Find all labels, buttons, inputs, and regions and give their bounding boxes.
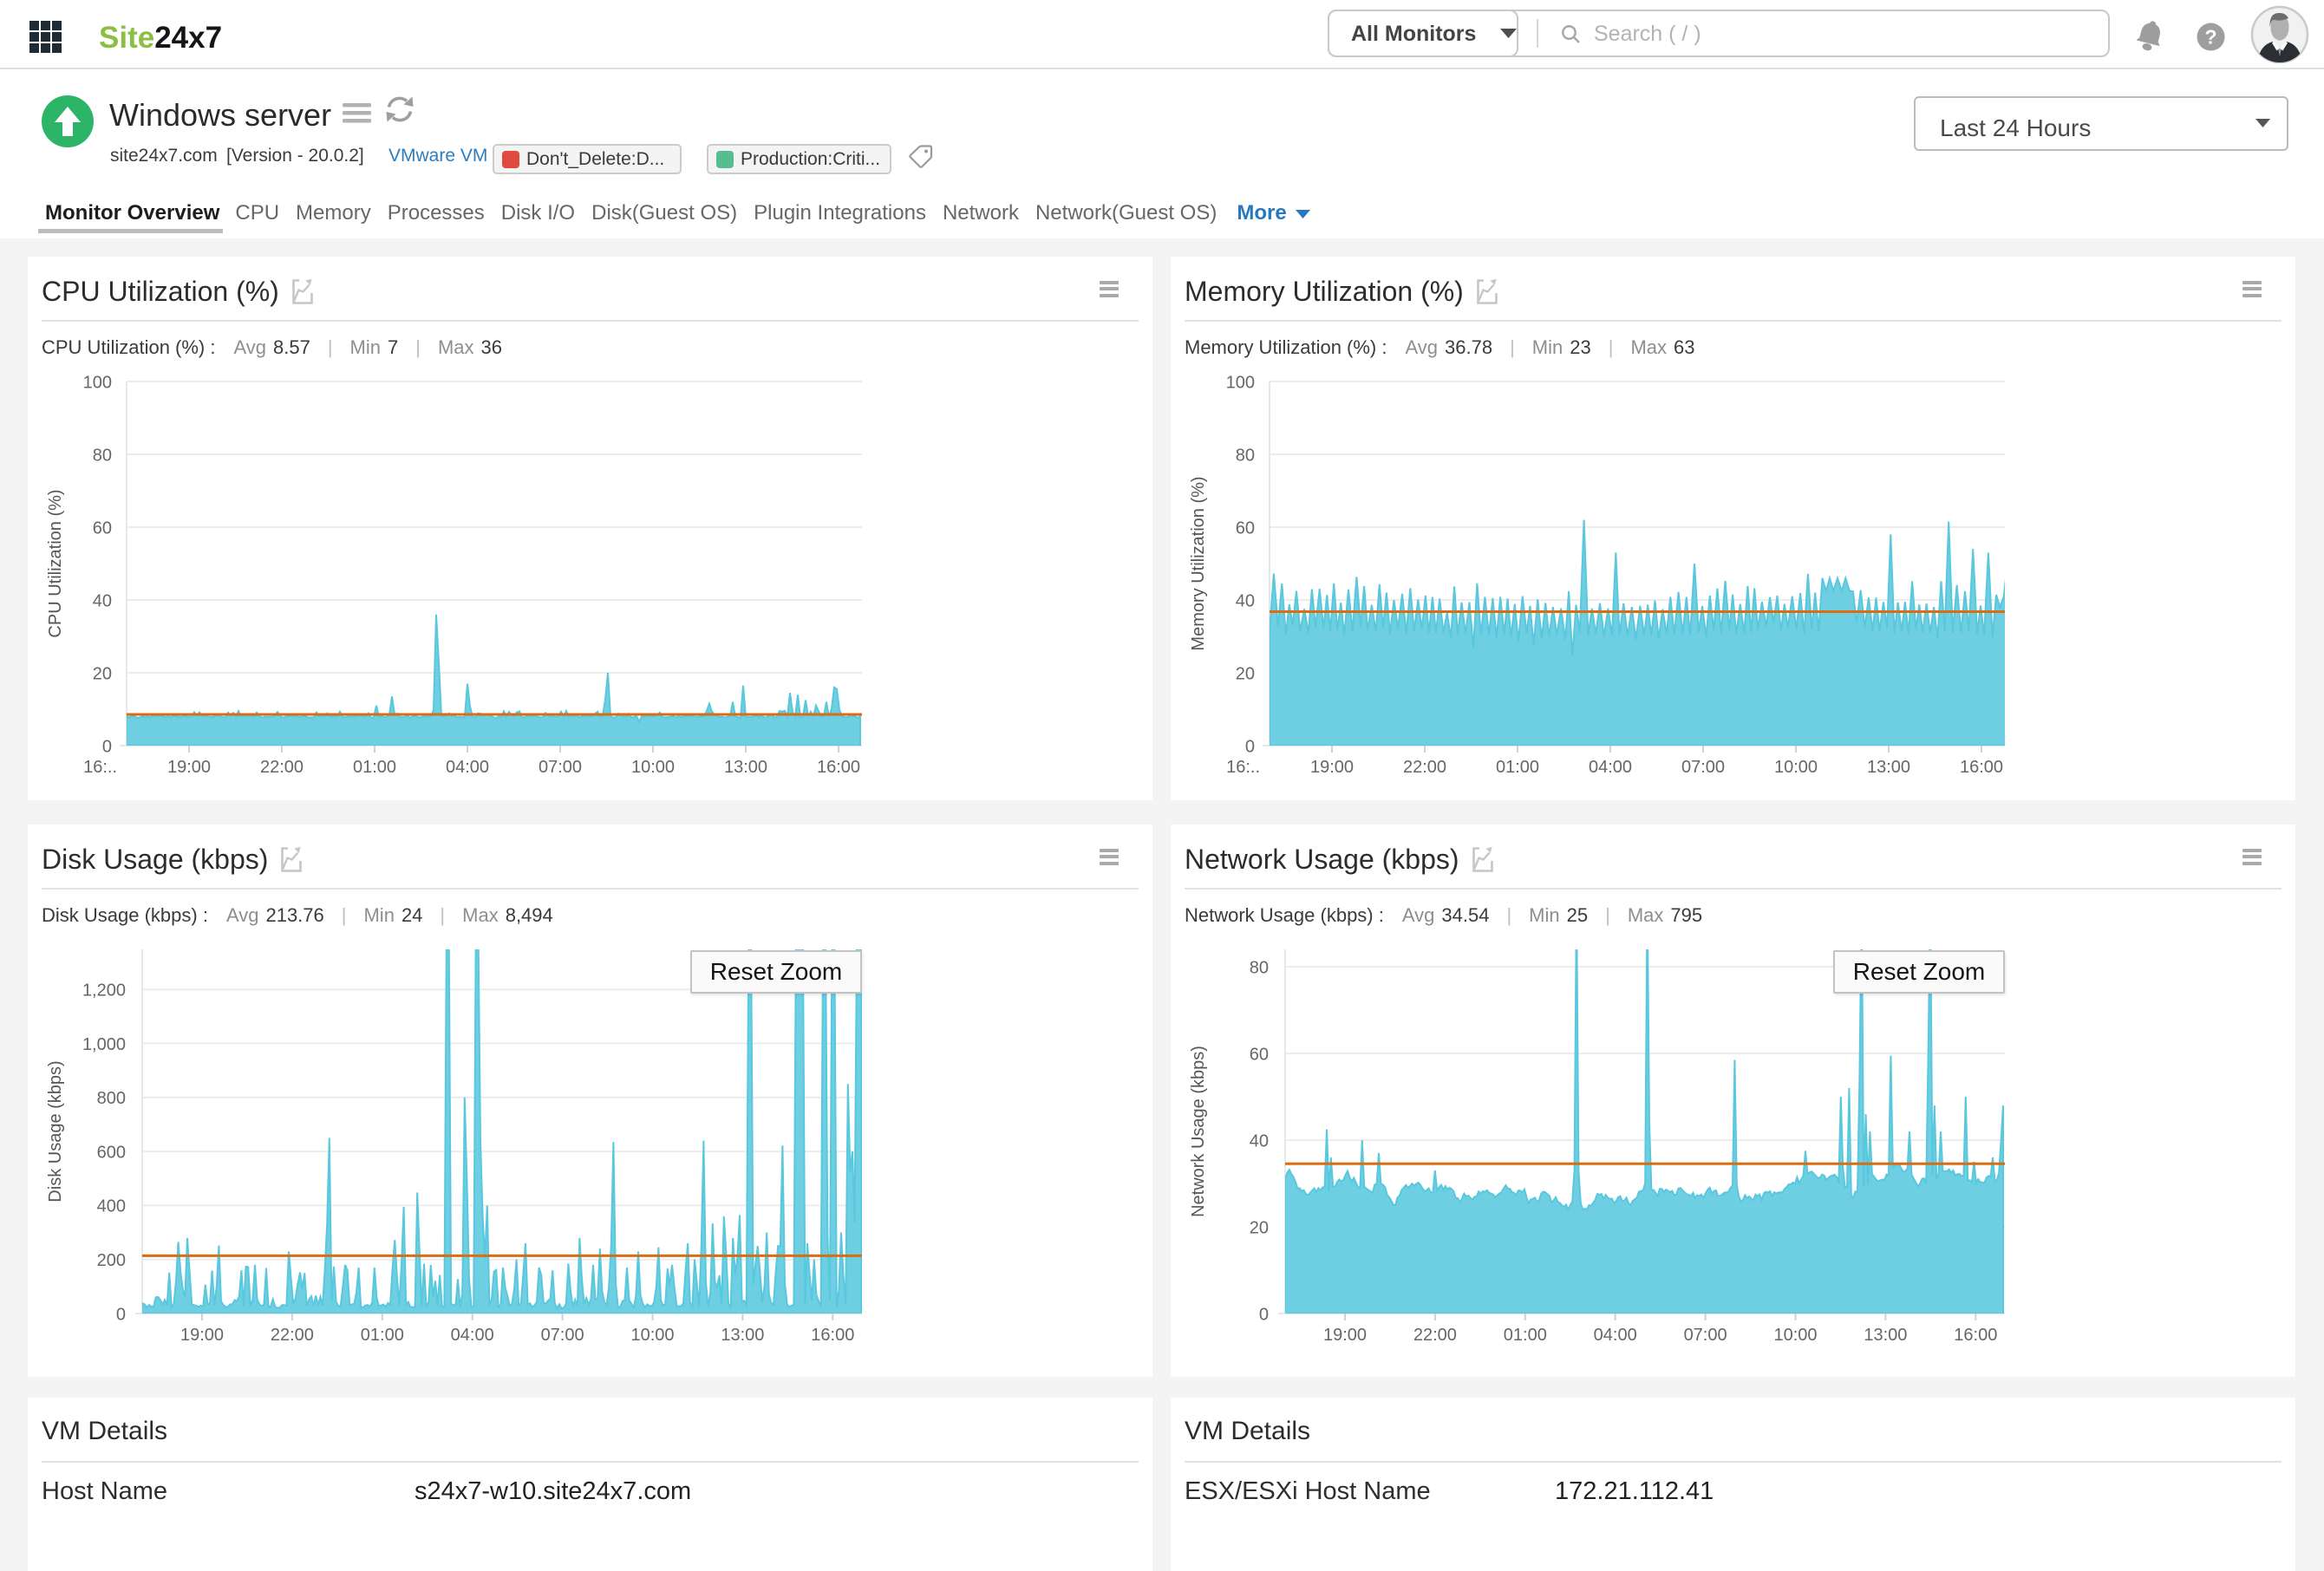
svg-text:CPU Utilization (%): CPU Utilization (%) (46, 489, 65, 637)
svg-text:0: 0 (102, 737, 112, 756)
svg-text:40: 40 (1250, 1131, 1269, 1151)
svg-text:60: 60 (1250, 1045, 1269, 1064)
svg-text:0: 0 (1245, 737, 1255, 756)
svg-text:600: 600 (97, 1143, 126, 1162)
svg-text:Disk Usage (kbps): Disk Usage (kbps) (46, 1060, 65, 1202)
svg-text:80: 80 (93, 446, 112, 465)
svg-text:80: 80 (1236, 446, 1255, 465)
svg-text:22:00: 22:00 (1403, 758, 1446, 777)
svg-text:16:00: 16:00 (1954, 1326, 1997, 1345)
svg-text:01:00: 01:00 (1496, 758, 1539, 777)
svg-text:20: 20 (1236, 664, 1255, 683)
svg-text:800: 800 (97, 1089, 126, 1108)
svg-text:16:..: 16:.. (83, 758, 117, 777)
svg-text:07:00: 07:00 (539, 758, 582, 777)
svg-text:16:00: 16:00 (811, 1326, 854, 1345)
svg-text:10:00: 10:00 (1774, 758, 1818, 777)
svg-text:16:00: 16:00 (817, 758, 860, 777)
svg-text:13:00: 13:00 (724, 758, 767, 777)
svg-text:19:00: 19:00 (167, 758, 211, 777)
svg-text:Memory Utilization (%): Memory Utilization (%) (1189, 476, 1208, 650)
svg-text:200: 200 (97, 1251, 126, 1270)
svg-text:20: 20 (93, 664, 112, 683)
svg-text:1,200: 1,200 (82, 981, 126, 1001)
svg-text:100: 100 (1226, 373, 1255, 392)
svg-text:04:00: 04:00 (1594, 1326, 1637, 1345)
svg-text:0: 0 (1259, 1305, 1269, 1324)
svg-text:0: 0 (116, 1305, 126, 1324)
svg-text:22:00: 22:00 (1413, 1326, 1457, 1345)
svg-text:100: 100 (83, 373, 112, 392)
svg-text:Network Usage (kbps): Network Usage (kbps) (1189, 1046, 1208, 1217)
svg-text:04:00: 04:00 (451, 1326, 494, 1345)
svg-text:04:00: 04:00 (446, 758, 489, 777)
svg-text:07:00: 07:00 (1684, 1326, 1727, 1345)
svg-text:19:00: 19:00 (1310, 758, 1354, 777)
svg-text:20: 20 (1250, 1218, 1269, 1237)
svg-text:16:..: 16:.. (1226, 758, 1260, 777)
svg-text:07:00: 07:00 (541, 1326, 584, 1345)
svg-text:01:00: 01:00 (1504, 1326, 1547, 1345)
svg-text:16:00: 16:00 (1960, 758, 2003, 777)
svg-text:07:00: 07:00 (1681, 758, 1725, 777)
svg-text:04:00: 04:00 (1589, 758, 1632, 777)
svg-text:40: 40 (93, 591, 112, 610)
svg-text:13:00: 13:00 (1867, 758, 1910, 777)
svg-text:?: ? (2204, 26, 2216, 49)
svg-text:13:00: 13:00 (721, 1326, 764, 1345)
svg-text:01:00: 01:00 (353, 758, 396, 777)
svg-text:01:00: 01:00 (361, 1326, 404, 1345)
svg-text:80: 80 (1250, 958, 1269, 977)
svg-text:22:00: 22:00 (271, 1326, 314, 1345)
svg-text:60: 60 (1236, 518, 1255, 538)
svg-text:400: 400 (97, 1197, 126, 1216)
svg-text:13:00: 13:00 (1864, 1326, 1907, 1345)
svg-text:22:00: 22:00 (260, 758, 304, 777)
svg-text:1,000: 1,000 (82, 1035, 126, 1054)
svg-text:10:00: 10:00 (631, 758, 675, 777)
svg-text:10:00: 10:00 (630, 1326, 674, 1345)
svg-text:10:00: 10:00 (1773, 1326, 1817, 1345)
svg-text:40: 40 (1236, 591, 1255, 610)
svg-text:60: 60 (93, 518, 112, 538)
svg-text:19:00: 19:00 (1323, 1326, 1367, 1345)
svg-text:19:00: 19:00 (180, 1326, 224, 1345)
